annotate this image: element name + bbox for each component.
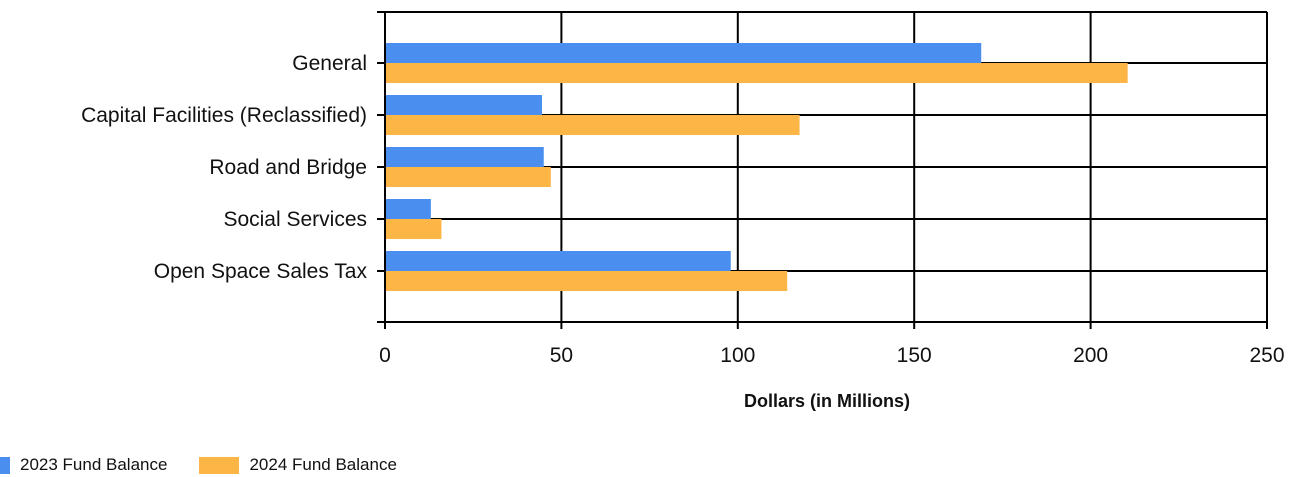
- category-label-3: Social Services: [223, 208, 367, 231]
- bar-2023-2: [385, 147, 544, 167]
- category-label-0: General: [292, 52, 367, 75]
- legend-label-2023: 2023 Fund Balance: [20, 455, 168, 474]
- legend-swatch-2024: [199, 456, 240, 474]
- tick-labels: 0 50 100 150 200 250: [379, 344, 1284, 367]
- legend: 2023 Fund Balance 2024 Fund Balance: [0, 455, 429, 475]
- bar-2024-2: [385, 167, 551, 187]
- legend-swatch-2023: [0, 456, 10, 474]
- bar-2023-3: [385, 199, 431, 219]
- x-tick-label-2: 100: [720, 344, 755, 367]
- x-tick-label-4: 200: [1073, 344, 1108, 367]
- bar-2023-0: [385, 43, 982, 63]
- x-tick-label-5: 250: [1249, 344, 1284, 367]
- bars: [385, 43, 1128, 291]
- category-label-4: Open Space Sales Tax: [154, 260, 368, 283]
- legend-item-2024: 2024 Fund Balance: [199, 455, 397, 475]
- legend-label-2024: 2024 Fund Balance: [249, 455, 397, 474]
- bar-2024-4: [385, 271, 788, 291]
- legend-item-2023: 2023 Fund Balance: [0, 455, 167, 475]
- x-tick-label-3: 150: [897, 344, 932, 367]
- bar-2023-1: [385, 95, 542, 115]
- category-label-2: Road and Bridge: [209, 156, 367, 179]
- x-tick-label-0: 0: [379, 344, 391, 367]
- bar-2024-3: [385, 219, 442, 239]
- bar-2024-0: [385, 63, 1128, 83]
- category-labels: General Capital Facilities (Reclassified)…: [81, 52, 367, 283]
- bar-2023-4: [385, 251, 731, 271]
- x-axis-title: Dollars (in Millions): [744, 391, 910, 411]
- category-label-1: Capital Facilities (Reclassified): [81, 104, 367, 127]
- bar-2024-1: [385, 115, 800, 135]
- x-tick-label-1: 50: [550, 344, 573, 367]
